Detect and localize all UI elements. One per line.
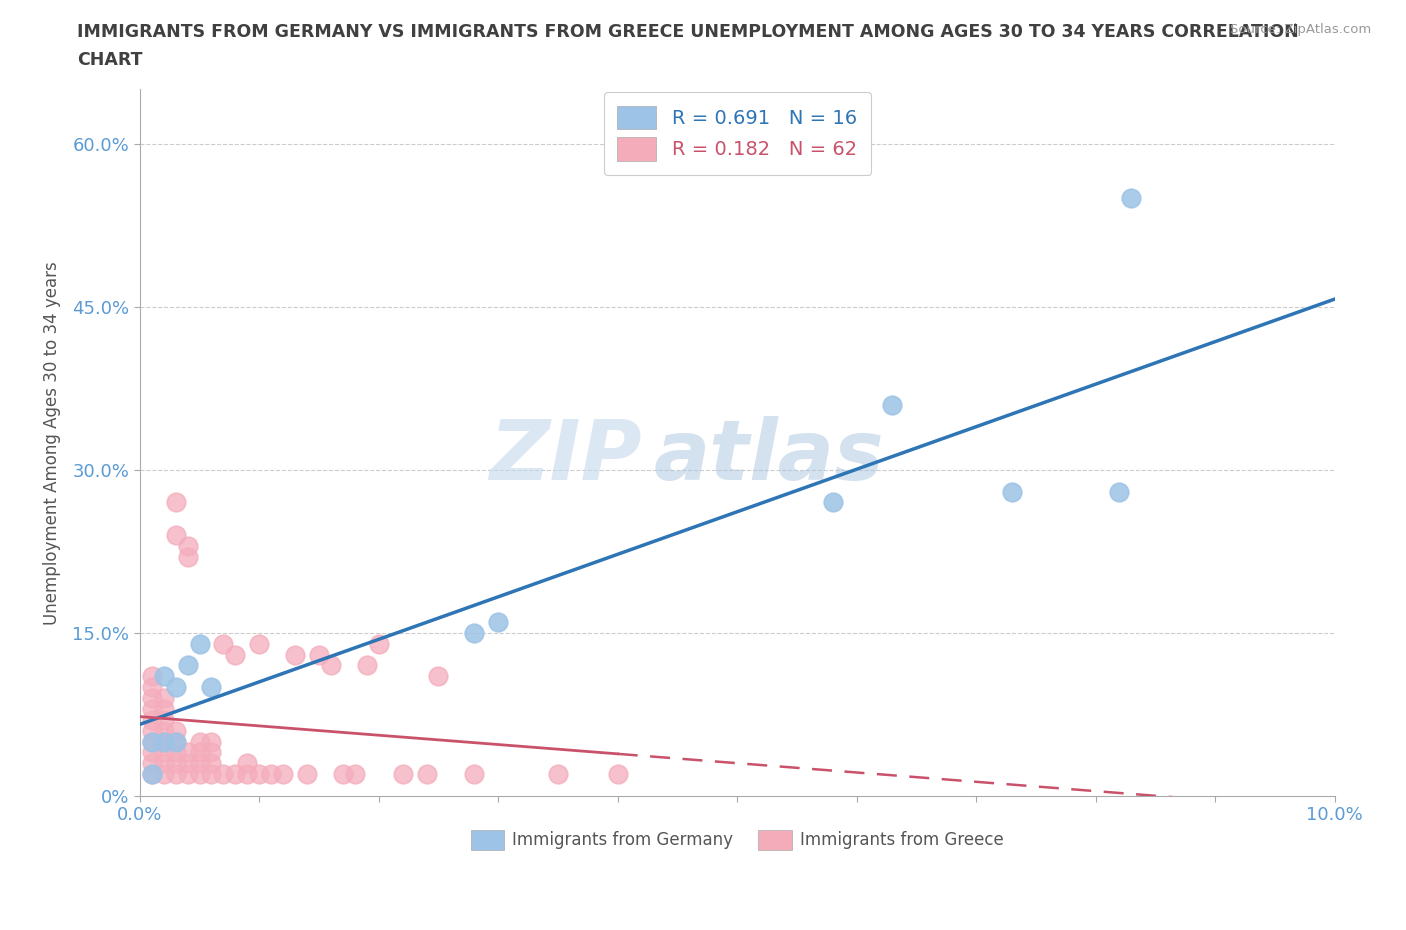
Point [271,766,294,781]
Point [821,495,844,510]
Point [141,734,163,749]
Point [141,701,163,716]
Point [141,756,163,771]
Y-axis label: Unemployment Among Ages 30 to 34 years: Unemployment Among Ages 30 to 34 years [44,260,60,625]
Point [152,724,174,738]
Point [165,745,187,760]
Point [152,701,174,716]
Point [176,550,198,565]
Point [176,756,198,771]
Point [165,495,187,510]
Legend: Immigrants from Germany, Immigrants from Greece: Immigrants from Germany, Immigrants from… [463,821,1012,858]
Point [284,647,307,662]
Point [1121,191,1143,206]
Point [176,745,198,760]
Point [141,724,163,738]
Point [141,669,163,684]
Point [165,734,187,749]
Point [165,680,187,695]
Point [367,636,389,651]
Point [141,745,163,760]
Point [547,766,569,781]
Point [247,766,270,781]
Point [343,766,366,781]
Point [319,658,342,673]
Point [200,766,222,781]
Point [176,658,198,673]
Point [165,756,187,771]
Point [200,745,222,760]
Point [295,766,318,781]
Point [141,712,163,727]
Point [152,712,174,727]
Point [236,756,259,771]
Point [463,626,485,641]
Point [415,766,437,781]
Point [188,766,211,781]
Point [152,669,174,684]
Point [486,615,509,630]
Point [141,766,163,781]
Text: IMMIGRANTS FROM GERMANY VS IMMIGRANTS FROM GREECE UNEMPLOYMENT AMONG AGES 30 TO : IMMIGRANTS FROM GERMANY VS IMMIGRANTS FR… [77,23,1299,41]
Point [356,658,378,673]
Point [188,745,211,760]
Point [212,636,235,651]
Point [1108,485,1130,499]
Point [188,636,211,651]
Point [200,756,222,771]
Point [247,636,270,651]
Point [200,734,222,749]
Point [165,766,187,781]
Point [152,766,174,781]
Point [212,766,235,781]
Point [176,538,198,553]
Point [152,734,174,749]
Point [236,766,259,781]
Point [152,756,174,771]
Point [427,669,450,684]
Text: atlas: atlas [654,417,884,498]
Point [224,766,246,781]
Point [152,691,174,706]
Text: ZIP: ZIP [489,417,641,498]
Point [882,397,904,412]
Point [165,527,187,542]
Point [606,766,628,781]
Point [260,766,283,781]
Point [308,647,330,662]
Point [1001,485,1024,499]
Point [141,734,163,749]
Point [332,766,354,781]
Point [188,734,211,749]
Point [141,691,163,706]
Point [391,766,413,781]
Point [463,766,485,781]
Text: Source: ZipAtlas.com: Source: ZipAtlas.com [1230,23,1371,36]
Point [141,766,163,781]
Point [176,766,198,781]
Point [152,745,174,760]
Point [141,680,163,695]
Point [165,724,187,738]
Point [152,734,174,749]
Point [200,680,222,695]
Point [188,756,211,771]
Point [224,647,246,662]
Text: CHART: CHART [77,51,143,69]
Point [165,734,187,749]
